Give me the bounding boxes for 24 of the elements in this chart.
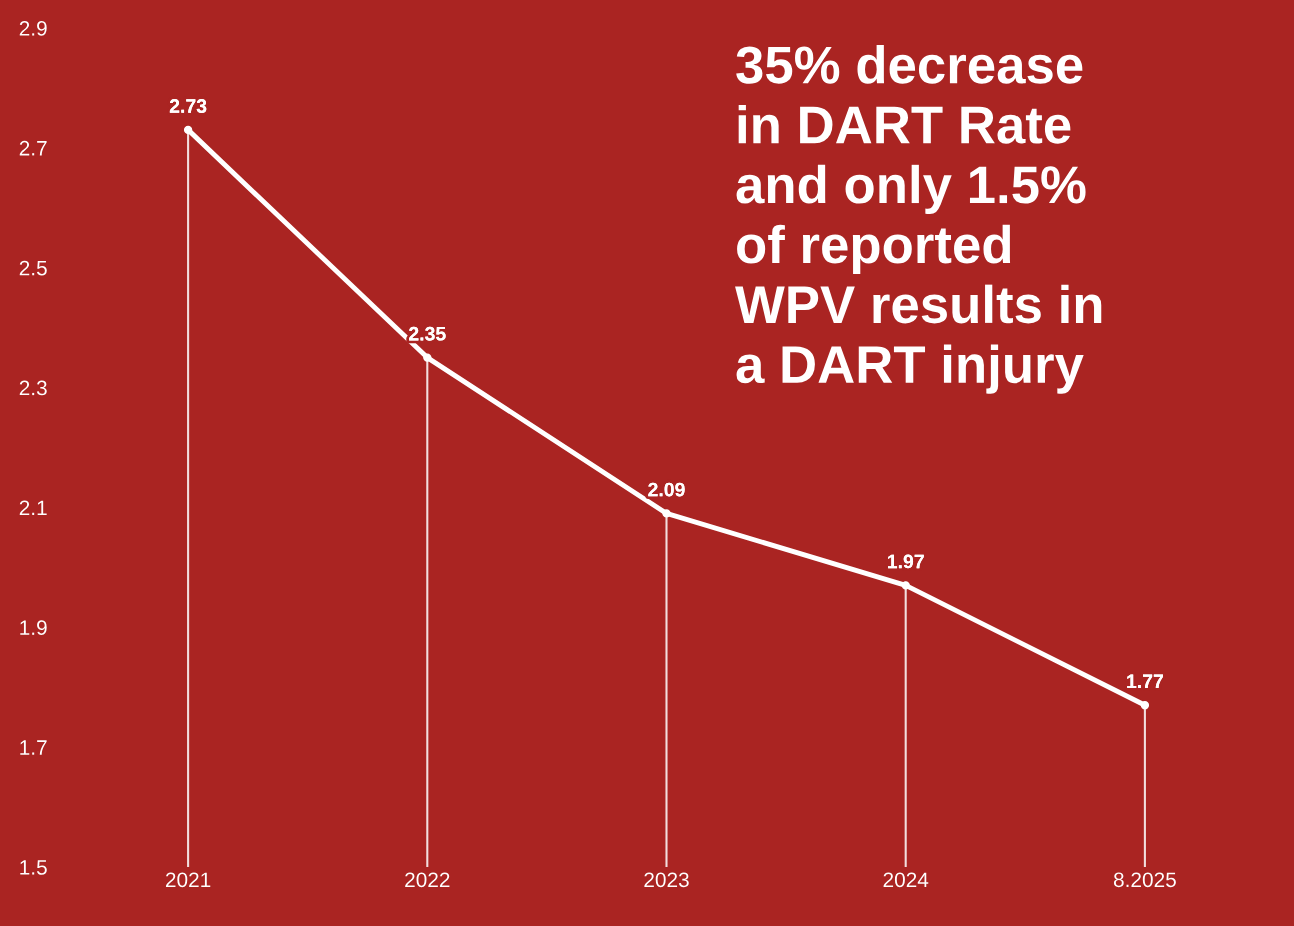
annotation: 35% decrease in DART Rate and only 1.5% of reported WPV results in a DART injury	[735, 45, 1102, 394]
x-tick-label: 8.2025	[1113, 872, 1176, 888]
y-tick-label: 1.9	[20, 620, 47, 636]
x-tick-label: 2023	[644, 872, 689, 888]
point	[1140, 701, 1150, 710]
x-tick-label: 2024	[883, 872, 929, 888]
y-tick-label: 2.1	[19, 500, 47, 515]
point	[901, 581, 910, 590]
y-tick-label: 1.7	[20, 740, 47, 755]
y-tick-label: 2.9	[19, 21, 47, 36]
y-tick-label: 2.7	[19, 140, 47, 156]
data-label: 1.97	[888, 554, 924, 569]
data-label: 1.77	[1127, 674, 1163, 688]
y-tick-label: 1.5	[20, 860, 47, 875]
point	[662, 509, 671, 518]
y-tick-label: 2.3	[19, 380, 47, 396]
data-label: 2.09	[648, 482, 685, 497]
data-label: 2.35	[409, 326, 446, 341]
point	[423, 353, 432, 362]
point	[183, 125, 193, 135]
x-tick-label: 2022	[405, 872, 450, 888]
data-label: 2.73	[169, 99, 207, 113]
x-tick-label: 2021	[165, 872, 211, 888]
y-tick-label: 2.5	[19, 260, 47, 276]
